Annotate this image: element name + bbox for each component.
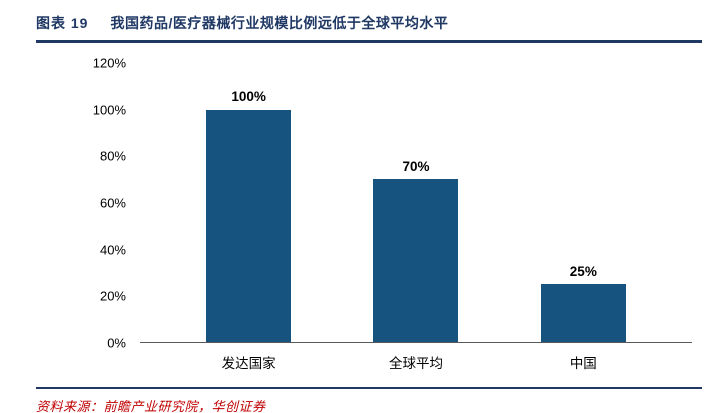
y-axis-tick: 60% xyxy=(99,195,126,211)
x-axis-labels: 发达国家 全球平均 中国 xyxy=(140,343,692,372)
bar-value-label: 25% xyxy=(569,263,597,279)
figure-number: 图表 19 xyxy=(36,15,89,31)
footer-divider xyxy=(36,387,702,389)
x-axis-category-label: 中国 xyxy=(569,356,597,371)
bar-chart: 0% 20% 40% 60% 80% 100% 120% 100% 70% 25% 发达国家 全球… xyxy=(78,57,692,372)
x-axis-category-label: 全球平均 xyxy=(388,356,443,371)
bar xyxy=(540,283,626,342)
plot-area: 100% 70% 25% xyxy=(140,63,692,343)
plot-column: 100% 70% 25% 发达国家 全球平均 中国 xyxy=(140,63,692,372)
y-axis: 0% 20% 40% 60% 80% 100% 120% xyxy=(78,57,126,350)
figure-header: 图表 19 我国药品/医疗器械行业规模比例远低于全球平均水平 xyxy=(0,0,722,33)
x-axis-category-label: 发达国家 xyxy=(221,356,276,371)
y-axis-tick: 100% xyxy=(92,102,126,118)
y-axis-tick: 0% xyxy=(107,335,126,351)
bar-value-label: 100% xyxy=(231,89,266,105)
source-note: 资料来源：前瞻产业研究院，华创证券 xyxy=(36,399,266,413)
y-axis-tick: 40% xyxy=(99,242,126,258)
y-axis-tick: 20% xyxy=(99,288,126,304)
bar-value-label: 70% xyxy=(402,159,430,175)
figure-title: 我国药品/医疗器械行业规模比例远低于全球平均水平 xyxy=(110,15,449,31)
bar-group: 70% xyxy=(341,63,492,342)
y-axis-tick: 120% xyxy=(92,55,126,71)
bar xyxy=(373,179,459,342)
header-divider xyxy=(36,40,702,43)
bar xyxy=(206,109,292,342)
y-axis-tick: 80% xyxy=(99,148,126,164)
bar-group: 25% xyxy=(508,63,659,342)
bar-group: 100% xyxy=(173,63,324,342)
